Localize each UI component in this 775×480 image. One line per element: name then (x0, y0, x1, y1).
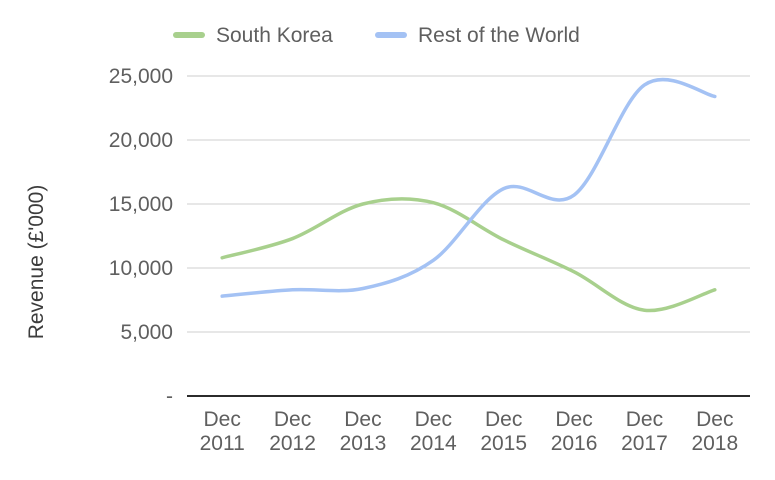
y-tick-label: 5,000 (120, 321, 173, 344)
y-tick-label: 25,000 (109, 65, 173, 88)
series-lines (220, 77, 717, 313)
y-axis-title: Revenue (£'000) (25, 185, 48, 340)
gridlines (187, 75, 750, 397)
x-tick-label: Dec 2011 (200, 408, 245, 455)
y-tick-label: 20,000 (109, 129, 173, 152)
x-tick-label: Dec 2017 (621, 408, 668, 455)
y-tick-label: - (166, 385, 173, 408)
x-tick-label: Dec 2013 (340, 408, 387, 455)
y-tick-label: 15,000 (109, 193, 173, 216)
legend-label: South Korea (216, 24, 333, 47)
x-tick-label: Dec 2015 (480, 408, 527, 455)
x-tick-label: Dec 2016 (551, 408, 598, 455)
series-line-rest-of-the-world (220, 77, 717, 298)
y-axis-ticks: - 5,000 10,000 15,000 20,000 25,000 (109, 65, 173, 408)
x-tick-label: Dec 2012 (269, 408, 316, 455)
x-axis-ticks: Dec 2011 Dec 2012 Dec 2013 Dec 2014 Dec 2015 Dec 20… (200, 408, 739, 455)
legend: South Korea Rest of the World (173, 24, 580, 47)
series-line-south-korea (220, 197, 717, 313)
y-tick-label: 10,000 (109, 257, 173, 280)
x-tick-label: Dec 2018 (691, 408, 738, 455)
legend-label: Rest of the World (418, 24, 580, 47)
x-tick-label: Dec 2014 (410, 408, 457, 455)
